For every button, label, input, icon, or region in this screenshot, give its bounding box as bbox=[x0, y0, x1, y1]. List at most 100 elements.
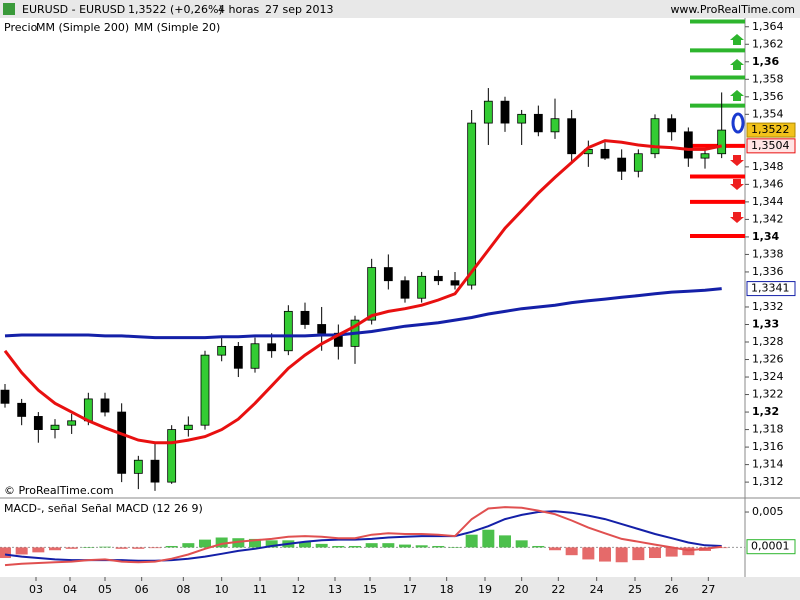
price-tag-label: 1,3341 bbox=[751, 282, 790, 295]
y-tick-label: 1,324 bbox=[752, 370, 784, 383]
candle-body bbox=[183, 424, 193, 430]
histogram-bar bbox=[715, 547, 728, 549]
price-tag-label: 1,3522 bbox=[751, 123, 790, 136]
y-tick-label: 1,338 bbox=[752, 247, 784, 260]
date: 27 sep 2013 bbox=[265, 3, 333, 16]
timeframe: 4 horas bbox=[218, 3, 259, 16]
down-arrow bbox=[730, 155, 744, 166]
histogram-bar bbox=[599, 547, 611, 562]
histogram-bar bbox=[615, 547, 628, 563]
candle-body bbox=[467, 122, 477, 286]
price-tag bbox=[746, 281, 796, 297]
y-tick-label: 1,322 bbox=[752, 388, 784, 401]
ma-line bbox=[4, 287, 722, 340]
candle-body bbox=[250, 343, 260, 369]
histogram-bar bbox=[682, 547, 695, 556]
candle-body bbox=[600, 148, 610, 159]
histogram-bar bbox=[149, 547, 161, 549]
histogram-bar bbox=[332, 545, 345, 548]
histogram-bar bbox=[349, 545, 361, 548]
candle-body bbox=[317, 324, 327, 334]
histogram-bar bbox=[115, 547, 128, 549]
y-tick-label: 1,336 bbox=[752, 265, 784, 278]
y-tick-label: 1,328 bbox=[752, 335, 784, 348]
histogram-bar bbox=[132, 547, 145, 549]
candle-body bbox=[233, 345, 243, 369]
candle-body bbox=[300, 310, 310, 325]
site: www.ProRealTime.com bbox=[670, 3, 795, 16]
ma-line bbox=[3, 139, 723, 445]
time-axis-bar bbox=[0, 577, 800, 600]
histogram-bar bbox=[32, 547, 45, 553]
histogram-bar bbox=[549, 547, 561, 551]
histogram-bar bbox=[299, 541, 311, 548]
histogram-bar bbox=[432, 545, 445, 548]
candle-body bbox=[167, 429, 177, 483]
candle-body bbox=[400, 280, 410, 299]
histogram-bar bbox=[165, 545, 178, 548]
candle-body bbox=[533, 113, 543, 133]
value-tag-label: 0,0001 bbox=[751, 540, 790, 553]
signal-line bbox=[4, 510, 722, 562]
histogram-bar bbox=[632, 547, 645, 561]
histogram-bar bbox=[232, 538, 245, 548]
y-tick-label: 0,005 bbox=[752, 505, 784, 518]
histogram-bar bbox=[499, 535, 511, 548]
histogram-bar bbox=[49, 547, 61, 551]
value-tag bbox=[746, 539, 796, 555]
x-tick-label: 06 bbox=[135, 583, 149, 596]
histogram-bar bbox=[182, 543, 195, 548]
histogram-bar bbox=[415, 545, 428, 548]
candle-body bbox=[633, 153, 643, 172]
candle-body bbox=[83, 398, 93, 422]
histogram-bar bbox=[465, 534, 478, 548]
x-tick-label: 18 bbox=[440, 583, 454, 596]
candle-body bbox=[67, 420, 77, 426]
y-tick-label: 1,356 bbox=[752, 90, 784, 103]
legend-price: Precio bbox=[4, 21, 38, 34]
x-tick-label: 12 bbox=[291, 583, 305, 596]
candle-body bbox=[100, 398, 110, 413]
candle-body bbox=[650, 118, 660, 155]
x-tick-label: 25 bbox=[628, 583, 642, 596]
candle-body bbox=[150, 459, 160, 483]
candle-body bbox=[483, 100, 493, 124]
y-tick-label: 1,364 bbox=[752, 20, 784, 33]
down-arrow bbox=[730, 212, 744, 223]
candle-body bbox=[283, 310, 293, 352]
x-tick-label: 17 bbox=[403, 583, 417, 596]
x-tick-label: 19 bbox=[478, 583, 492, 596]
candle-body bbox=[383, 267, 393, 282]
histogram-bar bbox=[399, 544, 411, 548]
current-marker bbox=[731, 112, 745, 134]
down-arrow bbox=[730, 179, 744, 190]
price-tag bbox=[746, 138, 796, 154]
y-tick-label: 1,36 bbox=[752, 55, 779, 68]
x-tick-label: 11 bbox=[253, 583, 267, 596]
candle-body bbox=[117, 411, 127, 474]
legend-entry: MM (Simple 20) bbox=[134, 21, 220, 34]
up-arrow bbox=[730, 59, 744, 70]
x-tick-label: 05 bbox=[98, 583, 112, 596]
y-tick-label: 1,33 bbox=[752, 317, 779, 330]
histogram-bar bbox=[199, 539, 211, 548]
legend-entry: MACD (12 26 9) bbox=[116, 502, 203, 515]
y-tick-label: 1,354 bbox=[752, 107, 784, 120]
header-bar bbox=[0, 0, 800, 18]
y-tick-label: 1,34 bbox=[752, 230, 779, 243]
y-tick-label: 1,326 bbox=[752, 353, 784, 366]
price-tag bbox=[746, 122, 796, 138]
candle-body bbox=[500, 100, 510, 124]
y-tick-label: 1,362 bbox=[752, 37, 784, 50]
y-tick-label: 1,332 bbox=[752, 300, 784, 313]
candle-body bbox=[33, 416, 43, 430]
candle-body bbox=[517, 113, 527, 124]
x-tick-label: 24 bbox=[590, 583, 604, 596]
candle-body bbox=[0, 389, 10, 404]
candle-body bbox=[617, 157, 627, 172]
y-tick-label: 1,316 bbox=[752, 440, 784, 453]
y-tick-label: 1,318 bbox=[752, 423, 784, 436]
histogram-bar bbox=[215, 537, 228, 548]
x-tick-label: 27 bbox=[701, 583, 715, 596]
